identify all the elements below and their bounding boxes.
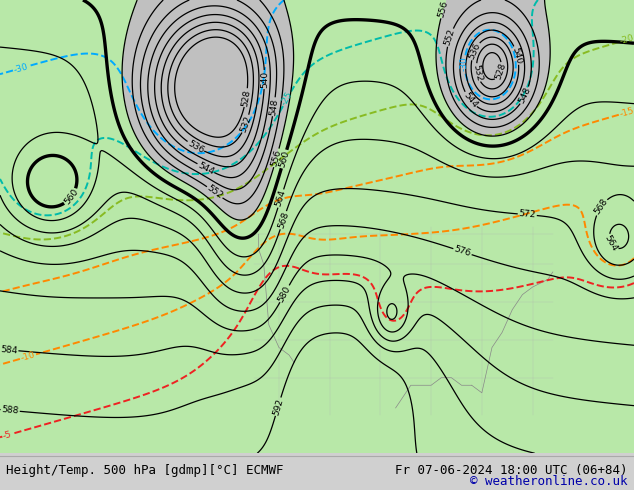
Text: -25: -25 bbox=[280, 90, 294, 107]
Text: 556: 556 bbox=[437, 0, 450, 19]
Text: 528: 528 bbox=[240, 89, 252, 107]
Text: 536: 536 bbox=[186, 139, 205, 155]
Text: 544: 544 bbox=[462, 91, 479, 109]
Text: 548: 548 bbox=[517, 86, 533, 105]
Text: 568: 568 bbox=[276, 211, 290, 230]
Text: 532: 532 bbox=[471, 63, 483, 82]
Text: 564: 564 bbox=[603, 233, 619, 253]
Text: -20: -20 bbox=[619, 33, 634, 46]
Text: 536: 536 bbox=[467, 41, 482, 61]
Text: 584: 584 bbox=[0, 344, 18, 355]
Text: 572: 572 bbox=[519, 210, 536, 220]
Text: Fr 07-06-2024 18:00 UTC (06+84): Fr 07-06-2024 18:00 UTC (06+84) bbox=[395, 464, 628, 477]
Text: 556: 556 bbox=[270, 148, 283, 168]
Text: 552: 552 bbox=[443, 28, 457, 47]
Text: 564: 564 bbox=[274, 189, 288, 208]
Text: 532: 532 bbox=[238, 114, 253, 133]
Text: -30: -30 bbox=[13, 62, 29, 74]
Text: 544: 544 bbox=[196, 160, 216, 176]
Text: -5: -5 bbox=[2, 430, 13, 441]
Text: -15: -15 bbox=[619, 106, 634, 119]
Text: 540: 540 bbox=[260, 71, 269, 88]
Text: 560: 560 bbox=[62, 187, 80, 206]
Text: 580: 580 bbox=[276, 284, 293, 303]
Text: 528: 528 bbox=[493, 62, 508, 81]
Text: 548: 548 bbox=[268, 98, 280, 116]
Polygon shape bbox=[0, 0, 634, 453]
Text: -30: -30 bbox=[460, 56, 469, 71]
Text: 592: 592 bbox=[271, 397, 285, 416]
Text: Height/Temp. 500 hPa [gdmp][°C] ECMWF: Height/Temp. 500 hPa [gdmp][°C] ECMWF bbox=[6, 464, 284, 477]
Text: 576: 576 bbox=[453, 245, 472, 259]
Text: 540: 540 bbox=[510, 46, 524, 65]
Text: 568: 568 bbox=[592, 197, 609, 217]
Text: 552: 552 bbox=[205, 184, 224, 201]
Text: © weatheronline.co.uk: © weatheronline.co.uk bbox=[470, 475, 628, 488]
Text: -10: -10 bbox=[20, 350, 36, 363]
Text: 588: 588 bbox=[1, 405, 19, 416]
Text: 560: 560 bbox=[277, 149, 291, 169]
